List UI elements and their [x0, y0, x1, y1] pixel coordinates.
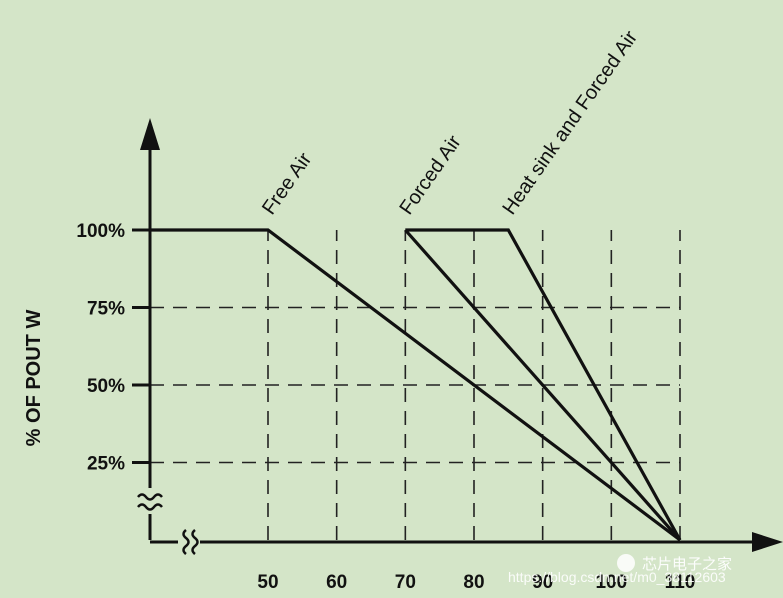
x-tick-label: 100	[595, 572, 627, 593]
series-line-0	[150, 228, 681, 542]
x-axis-arrow	[752, 532, 783, 552]
x-axis-break	[178, 528, 200, 556]
watermark-url: https://blog.csdn.net/m0_38112603	[508, 569, 726, 585]
series-lines	[150, 228, 682, 542]
y-tick-labels: 25% 50% 75% 100%	[76, 221, 150, 475]
y-axis-break	[136, 488, 164, 514]
series-label: Heat sink and Forced Air	[498, 27, 642, 219]
y-axis-label: % OF POUT W	[23, 310, 45, 447]
series-line-1	[404, 228, 682, 542]
y-tick-label: 25%	[87, 454, 125, 475]
wechat-icon	[617, 554, 635, 572]
x-tick-label: 50	[257, 572, 278, 593]
series-labels: Free Air Forced Air Heat sink and Forced A…	[258, 27, 642, 219]
y-tick-label: 50%	[87, 376, 125, 397]
x-tick-label: 60	[326, 572, 347, 593]
axes	[136, 118, 783, 556]
x-tick-label: 80	[463, 572, 484, 593]
y-tick-label: 75%	[87, 299, 125, 320]
x-tick-label: 70	[395, 572, 416, 593]
watermark-brand: 芯片电子之家	[642, 555, 732, 573]
grid	[150, 230, 681, 540]
series-label: Forced Air	[395, 131, 465, 219]
series-line-2	[405, 228, 682, 541]
x-tick-label: 110	[665, 572, 696, 593]
x-tick-labels: 50 60 70 80 90 100 110	[257, 572, 695, 593]
y-tick-label: 100%	[76, 221, 125, 242]
series-label: Free Air	[258, 149, 316, 219]
y-axis-arrow	[140, 118, 160, 150]
watermark: 芯片电子之家 https://blog.csdn.net/m0_38112603	[508, 554, 732, 585]
x-tick-label: 90	[532, 572, 553, 593]
